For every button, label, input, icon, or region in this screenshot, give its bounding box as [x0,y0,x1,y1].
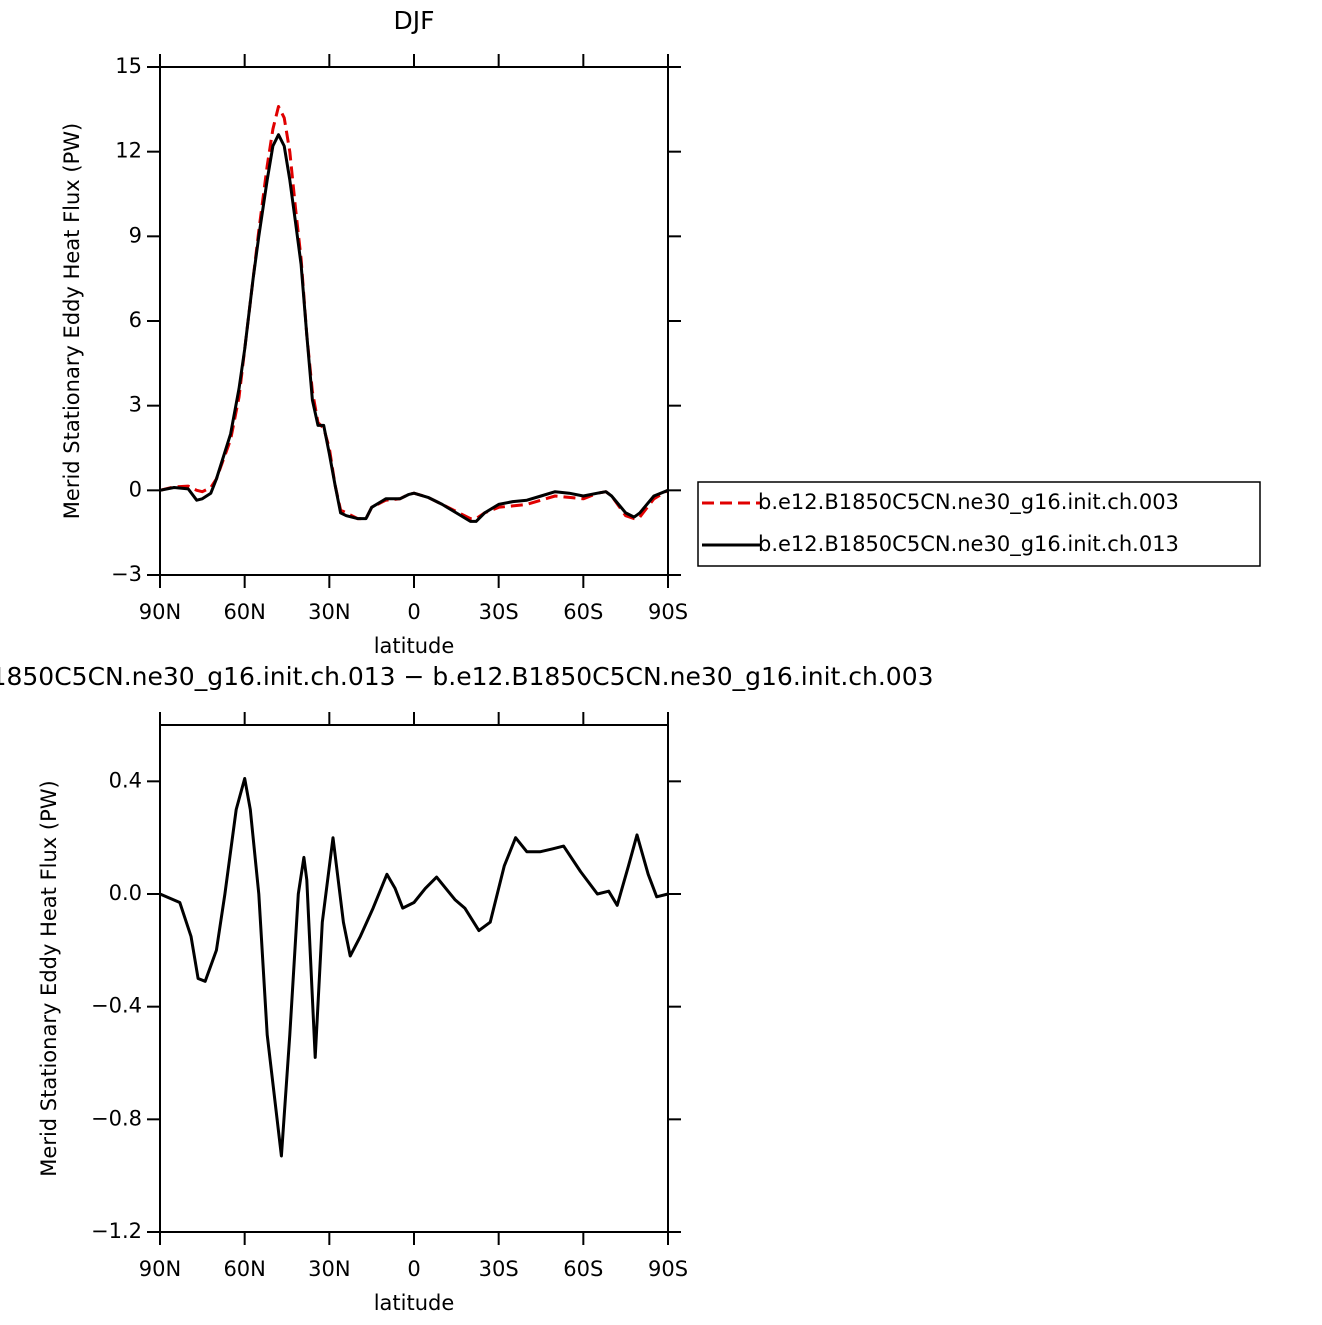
x-tick-label: 90S [648,1257,688,1281]
x-tick-label: 0 [407,600,420,624]
x-tick-label: 0 [407,1257,420,1281]
data-line [159,133,669,523]
x-tick-label: 90N [139,600,181,624]
x-tick-label: 60S [563,1257,603,1281]
x-tick-label: 60N [223,600,265,624]
x-tick-label: 60N [223,1257,265,1281]
x-axis-label: latitude [374,634,455,658]
y-tick-label: 15 [115,54,142,78]
y-tick-label: −3 [111,562,142,586]
chart-title: b.e12.B1850C5CN.ne30_g16.init.ch.013 − b… [0,662,934,691]
y-tick-label: 0 [129,477,142,501]
y-tick-label: 0.0 [109,881,142,905]
legend: b.e12.B1850C5CN.ne30_g16.init.ch.003 b.e1… [697,481,1261,567]
panel: DJF −3 0 3 6 9 12 15 90N 60N 30N 0 30S 60S 90S latitude… [60,6,1261,658]
y-tick-label: 12 [115,139,142,163]
y-tick-label: 9 [129,223,142,247]
panel: b.e12.B1850C5CN.ne30_g16.init.ch.013 − b… [0,662,934,1315]
x-tick-label: 30S [479,600,519,624]
x-tick-label: 30N [308,600,350,624]
y-tick-label: 3 [129,393,142,417]
legend-label: b.e12.B1850C5CN.ne30_g16.init.ch.003 [758,490,1179,515]
x-axis-label: latitude [374,1291,455,1315]
y-tick-label: −0.8 [91,1106,142,1130]
x-tick-label: 90N [139,1257,181,1281]
x-tick-label: 30N [308,1257,350,1281]
data-line [159,777,669,1158]
legend-box [697,481,1261,567]
data-line [159,105,669,521]
y-tick-label: 6 [129,308,142,332]
plot-frame [159,66,669,576]
legend-label: b.e12.B1850C5CN.ne30_g16.init.ch.013 [758,532,1179,557]
y-tick-label: −0.4 [91,994,142,1018]
x-tick-label: 60S [563,600,603,624]
y-tick-label: 0.4 [109,768,142,792]
y-axis-label: Merid Stationary Eddy Heat Flux (PW) [60,123,84,519]
chart-title: DJF [393,6,434,35]
y-axis-label: Merid Stationary Eddy Heat Flux (PW) [37,780,61,1176]
x-tick-label: 30S [479,1257,519,1281]
y-tick-label: −1.2 [91,1219,142,1243]
plot-frame [159,724,669,1233]
x-tick-label: 90S [648,600,688,624]
